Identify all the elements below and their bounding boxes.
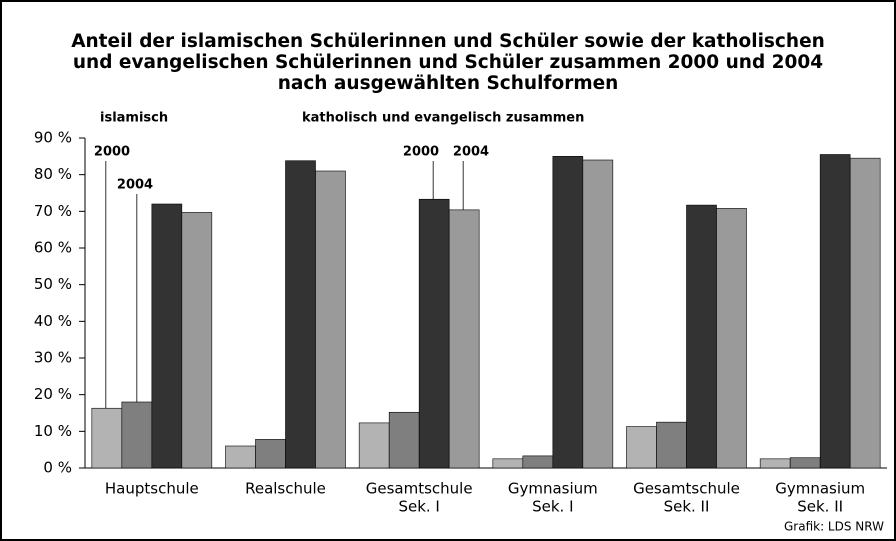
bar xyxy=(91,407,123,469)
y-tick-label: 80 % xyxy=(34,165,72,183)
chart-title: und evangelischen Schülerinnen und Schül… xyxy=(73,52,823,73)
bar xyxy=(418,198,450,469)
year-label: 2004 xyxy=(117,178,153,193)
y-tick-label: 20 % xyxy=(34,385,72,403)
bar xyxy=(789,457,821,469)
x-tick-label: Sek. II xyxy=(797,498,843,516)
bar xyxy=(121,401,153,469)
bar xyxy=(492,458,524,469)
chart-title: Anteil der islamischen Schülerinnen und … xyxy=(71,31,825,52)
group-label: katholisch und evangelisch zusammen xyxy=(302,111,584,126)
bar xyxy=(552,156,584,469)
group-label: islamisch xyxy=(100,111,168,126)
bar xyxy=(686,204,717,469)
year-label: 2000 xyxy=(94,145,130,160)
y-tick-label: 10 % xyxy=(34,422,72,440)
x-tick-label: Hauptschule xyxy=(105,480,199,498)
bar xyxy=(582,159,614,469)
x-tick-label: Sek. II xyxy=(664,498,710,516)
y-tick-label: 70 % xyxy=(34,202,72,220)
bar xyxy=(285,160,316,469)
bar xyxy=(151,203,183,469)
x-tick-label: Gesamtschule xyxy=(633,480,740,498)
y-tick-label: 30 % xyxy=(34,349,72,367)
year-label: 2004 xyxy=(453,145,489,160)
bar xyxy=(358,422,390,469)
x-tick-label: Sek. I xyxy=(532,498,573,516)
y-tick-label: 90 % xyxy=(34,129,72,147)
y-tick-label: 60 % xyxy=(34,239,72,257)
bar xyxy=(522,455,554,469)
source: Grafik: LDS NRW xyxy=(784,520,884,534)
bar xyxy=(255,439,286,469)
x-tick-label: Gesamtschule xyxy=(366,480,473,498)
y-tick-label: 40 % xyxy=(34,312,72,330)
bar xyxy=(448,209,480,469)
bar xyxy=(315,170,346,469)
bar xyxy=(225,445,256,469)
x-tick-label: Sek. I xyxy=(398,498,439,516)
x-tick-label: Realschule xyxy=(245,480,326,498)
bar xyxy=(716,208,747,469)
bar xyxy=(626,426,657,469)
x-tick-label: Gymnasium xyxy=(775,480,865,498)
x-tick-label: Gymnasium xyxy=(508,480,598,498)
bar xyxy=(819,154,851,469)
bar xyxy=(759,458,791,469)
year-label: 2000 xyxy=(403,145,439,160)
bar xyxy=(656,421,687,469)
bar xyxy=(388,411,420,469)
y-tick-label: 0 % xyxy=(43,459,72,477)
chart-title: nach ausgewählten Schulformen xyxy=(278,73,619,94)
bar xyxy=(849,157,881,469)
bar xyxy=(181,212,213,469)
y-tick-label: 50 % xyxy=(34,275,72,293)
